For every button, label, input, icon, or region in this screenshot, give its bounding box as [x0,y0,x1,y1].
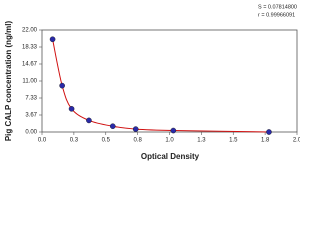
data-point [132,126,139,132]
x-tick-label: 1.8 [261,138,270,144]
x-tick-label: 0.0 [38,138,47,144]
fit-curve [52,39,269,133]
y-axis-title: Pig CALP concentration (ng/ml) [4,21,13,142]
y-tick-label: 14.67 [22,62,38,68]
x-tick-label: 0.3 [70,138,79,144]
y-tick-label: 7.33 [25,96,37,102]
x-tick-label: 2.0 [293,138,300,144]
x-tick-label: 0.5 [102,138,111,144]
x-tick-label: 0.8 [133,138,142,144]
x-tick-label: 1.0 [165,138,174,144]
y-tick-label: 0.00 [25,130,37,136]
y-tick-label: 11.00 [22,79,37,85]
y-tick-label: 22.00 [22,28,38,34]
chart: S = 0.07814800 r = 0.99966091 Optical De… [4,4,300,161]
data-point [170,127,177,134]
x-tick-label: 1.3 [197,138,206,144]
annotation: S = 0.07814800 [258,4,297,10]
data-point [86,117,92,124]
y-tick-label: 3.67 [25,113,37,119]
y-tick-label: 18.33 [22,45,38,51]
data-point [49,36,56,43]
annotation: r = 0.99966091 [258,12,295,18]
data-point [59,82,65,89]
data-point [266,129,272,135]
x-tick-label: 1.5 [229,138,238,144]
data-point [68,106,75,112]
x-axis-title: Optical Density [141,152,200,161]
data-point [109,123,116,130]
plot-frame [41,29,298,133]
